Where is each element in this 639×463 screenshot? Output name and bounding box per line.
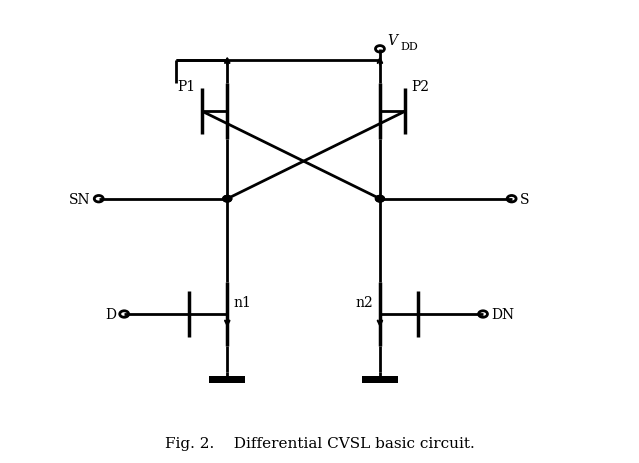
Text: Fig. 2.    Differential CVSL basic circuit.: Fig. 2. Differential CVSL basic circuit. [165,436,474,450]
Text: n1: n1 [234,296,252,310]
Text: S: S [520,192,529,206]
Circle shape [376,196,385,202]
Text: DN: DN [491,307,514,321]
Text: DD: DD [400,42,418,52]
Text: P2: P2 [412,80,430,94]
Circle shape [376,196,385,202]
Text: V: V [388,33,397,47]
Text: n2: n2 [356,296,374,310]
Bar [210,376,245,383]
Circle shape [223,196,232,202]
Text: P1: P1 [177,80,196,94]
Bar [362,376,397,383]
Text: SN: SN [69,192,91,206]
Circle shape [223,196,232,202]
Text: D: D [105,307,116,321]
